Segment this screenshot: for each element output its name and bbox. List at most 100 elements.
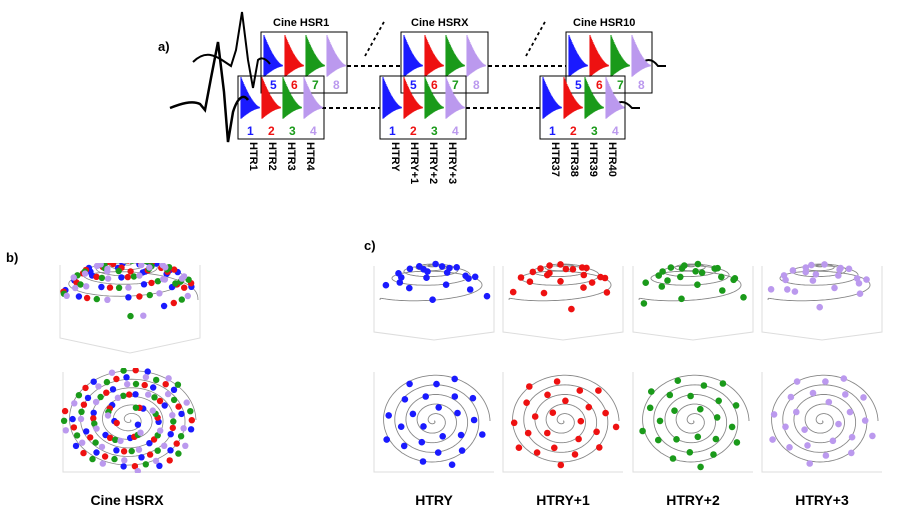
sample-point (406, 284, 413, 292)
sample-point (423, 274, 430, 282)
sample-point (170, 386, 178, 393)
sample-point (183, 399, 190, 406)
sample-point (113, 419, 120, 427)
sample-point (101, 453, 109, 460)
sample-point (73, 432, 81, 439)
sample-point (75, 392, 83, 399)
sample-point (98, 283, 105, 291)
sample-point (687, 392, 694, 400)
htr-label: HTR38 (568, 142, 580, 177)
sample-point (479, 431, 486, 438)
sample-point (138, 454, 145, 461)
acq-number-6: 6 (596, 78, 603, 92)
signal-box-bottom: 1 2 3 4 (539, 75, 626, 140)
sample-point (165, 375, 172, 382)
sample-point (127, 312, 134, 320)
sample-point (855, 280, 863, 287)
sample-point (439, 433, 447, 440)
htr-label: HTR4 (304, 142, 316, 172)
sample-point (81, 270, 89, 277)
sample-point (152, 457, 160, 465)
sample-point (156, 397, 164, 405)
spiral-view (761, 372, 882, 473)
panel-c-caption: HTRY+3 (795, 492, 849, 508)
dome-view (373, 260, 495, 341)
signal-box-top: 5 6 7 8 (400, 31, 489, 94)
sample-point (125, 284, 132, 291)
sample-point (161, 276, 169, 283)
sample-point (562, 397, 569, 405)
acq-number-7: 7 (312, 78, 319, 92)
sample-point (93, 273, 100, 280)
cine-group-hsr10: Cine HSR10 5 6 7 8 1 2 3 4 HTR37 HTR38 H… (539, 17, 653, 177)
sample-point (523, 399, 530, 407)
sample-point (655, 272, 662, 279)
sample-point (182, 442, 189, 449)
sample-point (129, 263, 135, 264)
sample-point (557, 261, 564, 268)
sample-point (667, 264, 675, 271)
sample-point (603, 289, 611, 296)
sample-point (98, 274, 106, 282)
sample-point (580, 271, 588, 279)
spiral-line (638, 263, 742, 302)
htr-label: HTRY (389, 142, 401, 172)
trajectory-htry-plus-2: HTRY+2 (632, 260, 754, 508)
axes-frame (373, 266, 495, 341)
sample-point (167, 431, 174, 438)
sample-point (787, 393, 795, 401)
sample-point (719, 380, 727, 387)
sample-point (185, 276, 192, 283)
signal-burst (282, 77, 302, 119)
acq-number-4: 4 (310, 124, 317, 138)
sample-point (180, 425, 187, 432)
sample-point (117, 437, 124, 445)
sample-point (457, 431, 465, 439)
sample-point (156, 290, 163, 297)
sample-point (831, 284, 838, 292)
sample-point (557, 278, 564, 285)
sample-point (577, 417, 585, 425)
group-title: Cine HSR10 (573, 17, 635, 29)
sample-point (109, 386, 117, 393)
sample-point (126, 263, 130, 264)
sample-point (93, 295, 101, 303)
sample-point (842, 391, 849, 398)
sample-point (138, 263, 145, 269)
sample-point (90, 378, 97, 385)
sample-point (70, 274, 77, 281)
sample-point (397, 423, 405, 431)
sample-point (115, 284, 123, 291)
sample-point (146, 264, 153, 271)
sample-point (84, 394, 92, 402)
sample-point (125, 294, 132, 301)
sample-point (400, 442, 408, 450)
sample-point (829, 437, 837, 445)
signal-burst (584, 77, 604, 119)
sample-point (154, 447, 161, 454)
sample-point (470, 416, 478, 424)
sample-point (770, 411, 778, 418)
sample-point (187, 408, 194, 415)
sample-point (172, 280, 179, 287)
sample-point (789, 267, 797, 274)
sample-point (118, 274, 125, 281)
signal-burst (305, 35, 325, 77)
sample-point (435, 404, 443, 411)
sample-point (419, 458, 427, 465)
sample-point (583, 264, 590, 272)
sample-point (77, 415, 85, 423)
sample-point (420, 423, 427, 430)
sample-point (103, 389, 110, 396)
sample-point (686, 449, 694, 456)
sample-point (655, 436, 662, 444)
htr-label: HTR40 (606, 142, 618, 177)
axes-frame (761, 372, 882, 473)
dome-view (761, 261, 883, 341)
sample-point (177, 433, 185, 440)
sample-point (780, 272, 788, 279)
sample-point (700, 382, 708, 389)
acq-number-5: 5 (410, 78, 417, 92)
sample-point (648, 388, 655, 395)
sample-point (544, 391, 551, 399)
